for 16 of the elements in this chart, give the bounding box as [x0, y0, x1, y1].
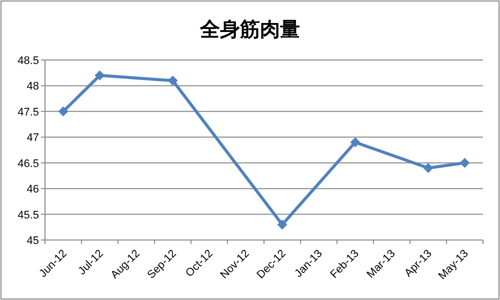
- y-tick-label: 48: [26, 80, 39, 93]
- point: [350, 137, 360, 148]
- point: [423, 163, 434, 173]
- point: [460, 158, 470, 168]
- y-tick-label: 48.5: [18, 55, 39, 67]
- y-tick-label: 46: [26, 184, 39, 196]
- point: [277, 220, 288, 230]
- y-tick-label: 47.5: [18, 106, 39, 118]
- y-tick-label: 46.5: [18, 158, 39, 170]
- point: [58, 106, 68, 116]
- chart-title: 全身筋肉量: [199, 19, 300, 41]
- y-tick-label: 45: [26, 235, 39, 247]
- point: [94, 70, 105, 80]
- point: [168, 76, 178, 86]
- y-tick-label: 47: [26, 132, 39, 144]
- y-tick-label: 45.5: [18, 209, 39, 222]
